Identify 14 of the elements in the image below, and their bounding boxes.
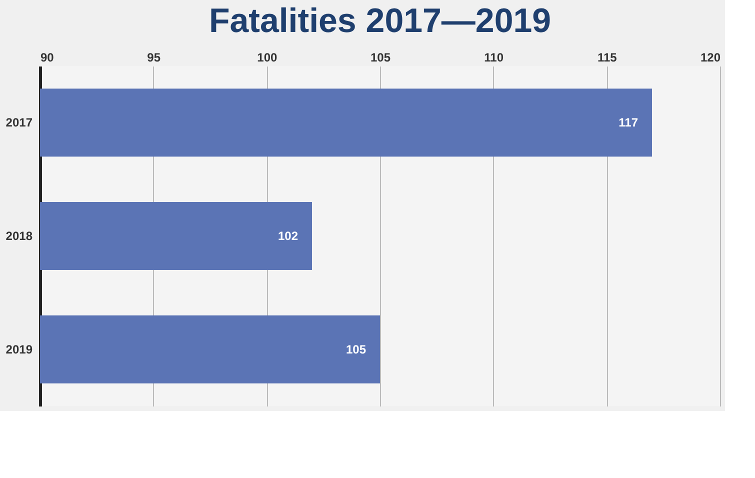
data-label: 117 [618,116,638,130]
x-tick-label: 115 [597,50,618,64]
chart-title: Fatalities 2017—2019 [208,2,552,40]
x-tick-label: 110 [484,50,504,64]
x-tick-label: 95 [147,50,161,64]
x-tick-label: 90 [40,50,54,64]
x-tick-label: 120 [700,50,721,64]
data-label: 105 [346,342,366,356]
x-tick-label: 100 [257,50,278,64]
y-tick-label: 2017 [6,116,33,130]
x-tick-label: 105 [370,50,391,64]
data-label: 102 [278,229,298,243]
y-tick-label: 2019 [6,342,33,356]
y-tick-label: 2018 [6,229,33,243]
